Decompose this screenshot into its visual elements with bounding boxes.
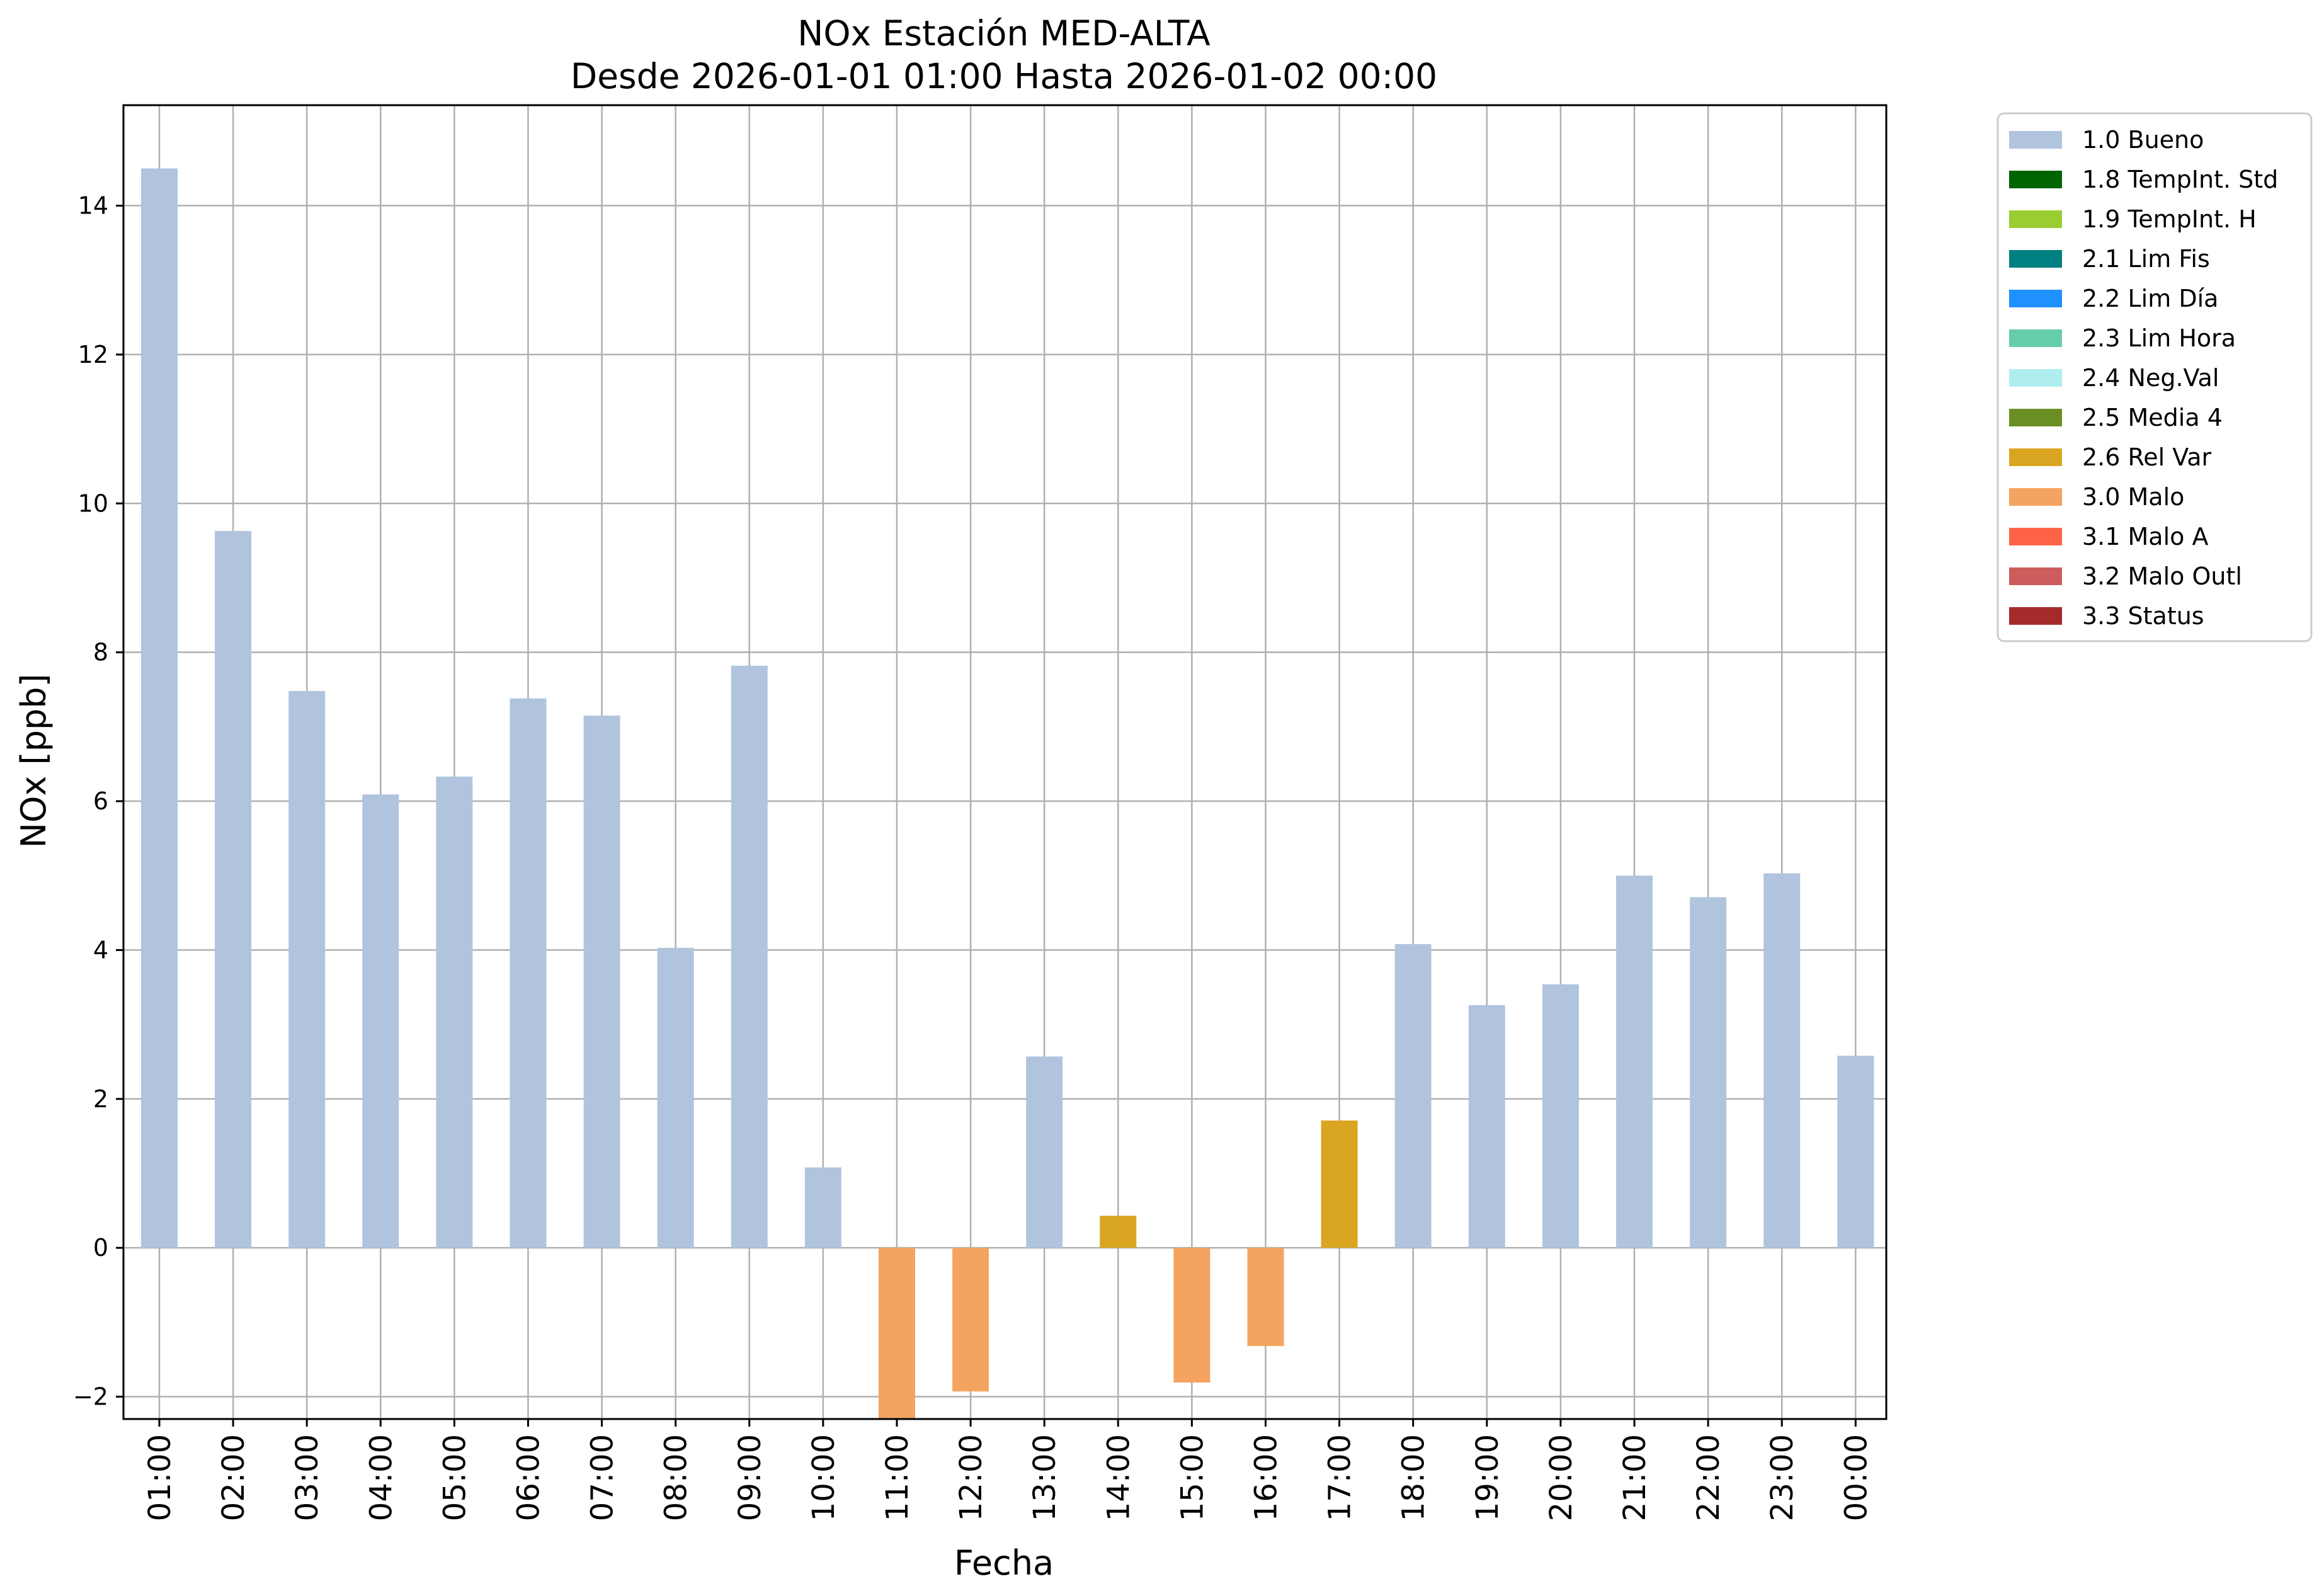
bar xyxy=(1690,897,1727,1248)
x-tick-label: 10:00 xyxy=(806,1434,841,1521)
x-tick-label: 16:00 xyxy=(1249,1434,1284,1521)
legend-entry-label: 2.2 Lim Día xyxy=(2082,285,2218,312)
legend-swatch xyxy=(2009,210,2062,228)
bar xyxy=(1468,1005,1505,1248)
x-tick-label: 23:00 xyxy=(1765,1434,1800,1521)
bar xyxy=(362,794,399,1248)
x-tick-label: 19:00 xyxy=(1470,1434,1505,1521)
y-tick-label: 6 xyxy=(93,787,108,815)
y-tick-label: −2 xyxy=(73,1383,108,1411)
bar xyxy=(879,1248,915,1419)
bar xyxy=(1616,875,1653,1248)
x-tick-label: 03:00 xyxy=(290,1434,325,1521)
bar xyxy=(1247,1248,1284,1347)
x-tick-label: 20:00 xyxy=(1544,1434,1579,1521)
legend-swatch xyxy=(2009,250,2062,268)
chart-title: NOx Estación MED-ALTA xyxy=(797,13,1210,54)
legend-swatch xyxy=(2009,448,2062,466)
legend: 1.0 Bueno 1.8 TempInt. Std 1.9 TempInt. H 2… xyxy=(1996,112,2313,642)
legend-entry-label: 3.2 Malo Outl xyxy=(2082,562,2242,590)
legend-swatch xyxy=(2009,528,2062,545)
bar xyxy=(1763,873,1801,1248)
bar xyxy=(731,665,768,1248)
legend-entry-label: 1.8 TempInt. Std xyxy=(2082,166,2278,193)
legend-entry-label: 2.4 Neg.Val xyxy=(2082,364,2219,392)
legend-entry-label: 3.1 Malo A xyxy=(2082,523,2208,550)
legend-entry-label: 1.9 TempInt. H xyxy=(2082,205,2257,233)
y-axis-ticks: −2 0 2 4 6 8 10 12 14 xyxy=(73,192,123,1411)
y-tick-label: 12 xyxy=(78,341,108,368)
y-axis-label: NOx [ppb] xyxy=(14,674,54,848)
x-tick-label: 12:00 xyxy=(954,1434,989,1521)
x-tick-label: 13:00 xyxy=(1027,1434,1062,1521)
legend-box xyxy=(1996,112,2313,642)
legend-swatch xyxy=(2009,290,2062,307)
x-tick-label: 08:00 xyxy=(659,1434,694,1521)
bar xyxy=(952,1248,989,1392)
legend-swatch xyxy=(2009,171,2062,188)
bar xyxy=(215,531,252,1248)
bar xyxy=(1026,1056,1063,1248)
x-tick-label: 00:00 xyxy=(1838,1434,1874,1521)
y-tick-label: 8 xyxy=(93,639,108,666)
bar xyxy=(288,691,326,1248)
legend-entry-label: 3.3 Status xyxy=(2082,602,2204,630)
x-tick-label: 02:00 xyxy=(216,1434,251,1521)
bar xyxy=(1321,1120,1358,1248)
legend-entry-label: 2.3 Lim Hora xyxy=(2082,324,2236,352)
x-tick-label: 17:00 xyxy=(1323,1434,1358,1521)
legend-entry-label: 1.0 Bueno xyxy=(2082,126,2204,154)
x-tick-label: 15:00 xyxy=(1175,1434,1210,1521)
x-tick-label: 04:00 xyxy=(363,1434,399,1521)
legend-entry-label: 2.1 Lim Fis xyxy=(2082,245,2210,273)
legend-swatch xyxy=(2009,567,2062,585)
chart-subtitle: Desde 2026-01-01 01:00 Hasta 2026-01-02 … xyxy=(571,56,1437,96)
y-tick-label: 4 xyxy=(93,936,108,964)
x-tick-label: 09:00 xyxy=(732,1434,768,1521)
legend-swatch xyxy=(2009,131,2062,149)
plot-frame xyxy=(122,104,1888,1420)
x-axis-ticks: 01:00 02:00 03:00 04:00 05:00 06:00 07:00 08:00… xyxy=(142,1419,1874,1521)
bar xyxy=(583,715,620,1248)
bars xyxy=(141,168,1874,1419)
x-tick-label: 01:00 xyxy=(142,1434,178,1521)
legend-entry-label: 2.5 Media 4 xyxy=(2082,404,2223,431)
x-axis-label: Fecha xyxy=(954,1543,1054,1583)
legend-swatch xyxy=(2009,329,2062,347)
legend-swatch xyxy=(2009,607,2062,625)
y-tick-label: 14 xyxy=(78,192,108,220)
bar xyxy=(1173,1248,1210,1383)
x-tick-label: 14:00 xyxy=(1101,1434,1136,1521)
x-tick-label: 05:00 xyxy=(437,1434,472,1521)
bar xyxy=(510,698,547,1248)
x-tick-label: 07:00 xyxy=(585,1434,620,1521)
bar xyxy=(804,1167,841,1248)
x-tick-label: 21:00 xyxy=(1617,1434,1653,1521)
y-tick-label: 10 xyxy=(78,489,108,517)
legend-swatch xyxy=(2009,369,2062,387)
x-tick-label: 11:00 xyxy=(880,1434,915,1521)
legend-entry-label: 3.0 Malo xyxy=(2082,483,2184,511)
x-tick-label: 18:00 xyxy=(1396,1434,1432,1521)
x-tick-label: 22:00 xyxy=(1691,1434,1726,1521)
bar xyxy=(141,168,178,1248)
legend-entry-label: 2.6 Rel Var xyxy=(2082,443,2212,471)
bar xyxy=(1542,984,1579,1248)
bar xyxy=(1100,1216,1137,1248)
y-tick-label: 0 xyxy=(93,1234,108,1262)
y-tick-label: 2 xyxy=(93,1085,108,1113)
legend-swatch xyxy=(2009,488,2062,506)
bar xyxy=(657,947,694,1248)
bar xyxy=(436,777,473,1248)
bar xyxy=(1837,1056,1874,1248)
bar xyxy=(1394,943,1432,1248)
legend-swatch xyxy=(2009,409,2062,426)
x-tick-label: 06:00 xyxy=(511,1434,547,1521)
